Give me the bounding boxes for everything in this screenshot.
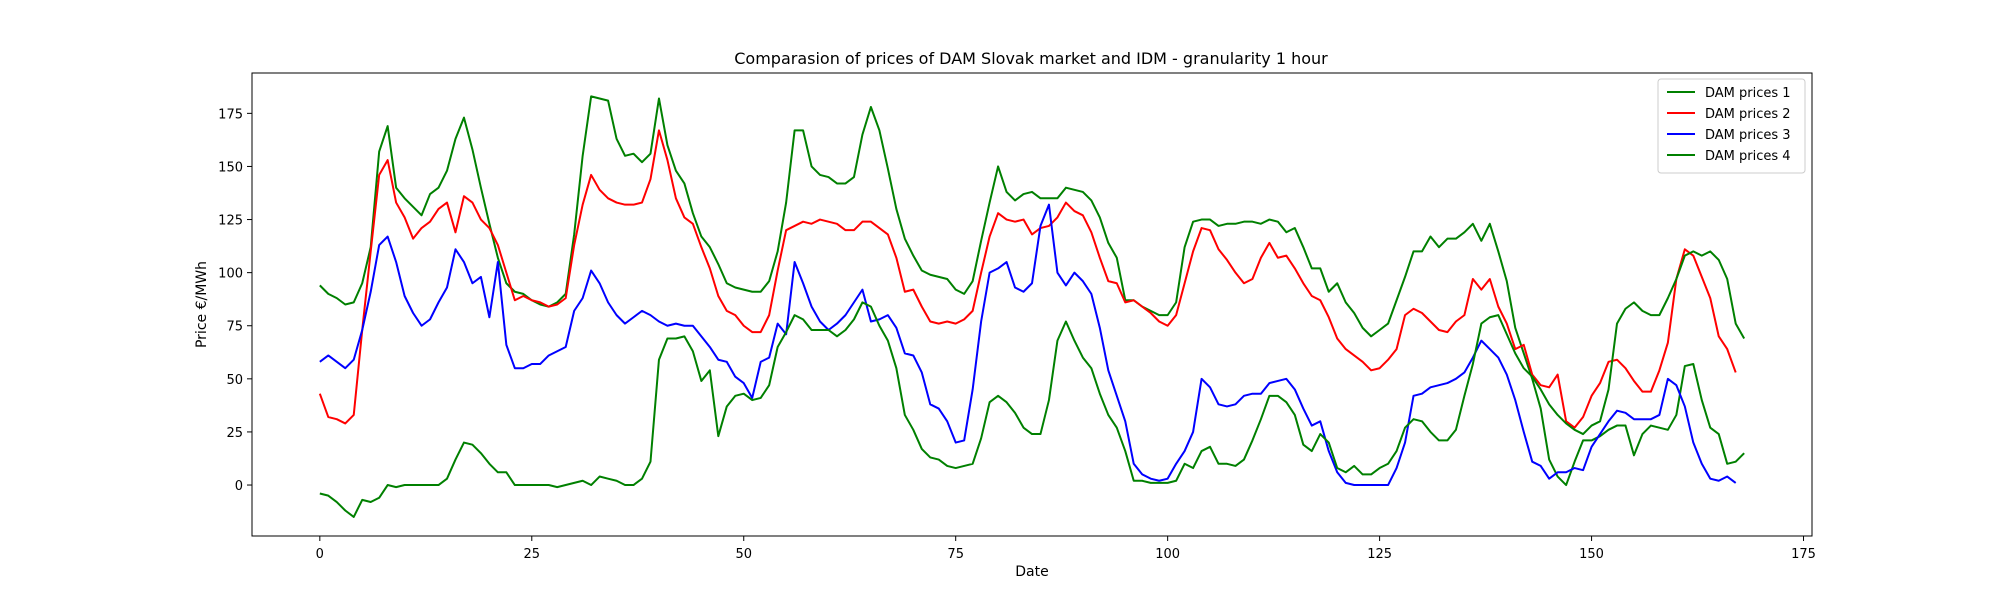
x-tick-label: 50 (735, 547, 752, 562)
y-tick-label: 100 (218, 267, 243, 282)
series-line-4 (319, 250, 1746, 518)
series-line-2 (318, 129, 1737, 429)
y-axis-label: Price €/MWh (194, 261, 210, 348)
x-tick-label: 0 (316, 547, 324, 562)
y-tick-label: 50 (226, 373, 243, 388)
y-tick-label: 150 (218, 160, 243, 175)
legend-box (1657, 78, 1806, 174)
x-tick-label: 100 (1155, 547, 1180, 562)
series-line-3 (319, 203, 1737, 487)
chart-title: Comparasion of prices of DAM Slovak mark… (734, 49, 1328, 68)
x-tick-label: 125 (1367, 547, 1392, 562)
plot-frame (251, 72, 1813, 537)
x-tick-label: 150 (1579, 547, 1604, 562)
series-line-1 (319, 95, 1745, 487)
y-tick-label: 125 (218, 214, 243, 229)
series-layer (318, 95, 1746, 518)
x-tick-label: 175 (1791, 547, 1816, 562)
y-axis: 0 25 50 75 100 125 150 175 (218, 107, 252, 494)
y-tick-label: 175 (218, 107, 243, 122)
y-tick-label: 0 (235, 479, 243, 494)
x-tick-label: 75 (947, 547, 964, 562)
legend: DAM prices 1 DAM prices 2 DAM prices 3 DAM … (1657, 78, 1806, 174)
y-tick-label: 25 (226, 426, 243, 441)
legend-label-3: DAM prices 3 (1705, 128, 1791, 143)
legend-label-2: DAM prices 2 (1705, 107, 1791, 122)
legend-label-1: DAM prices 1 (1705, 86, 1791, 101)
legend-label-4: DAM prices 4 (1705, 149, 1791, 164)
x-axis-label: Date (1015, 564, 1048, 580)
y-tick-label: 75 (226, 320, 243, 335)
x-axis: 0 25 50 75 100 125 150 175 (316, 536, 1816, 562)
x-tick-label: 25 (524, 547, 541, 562)
